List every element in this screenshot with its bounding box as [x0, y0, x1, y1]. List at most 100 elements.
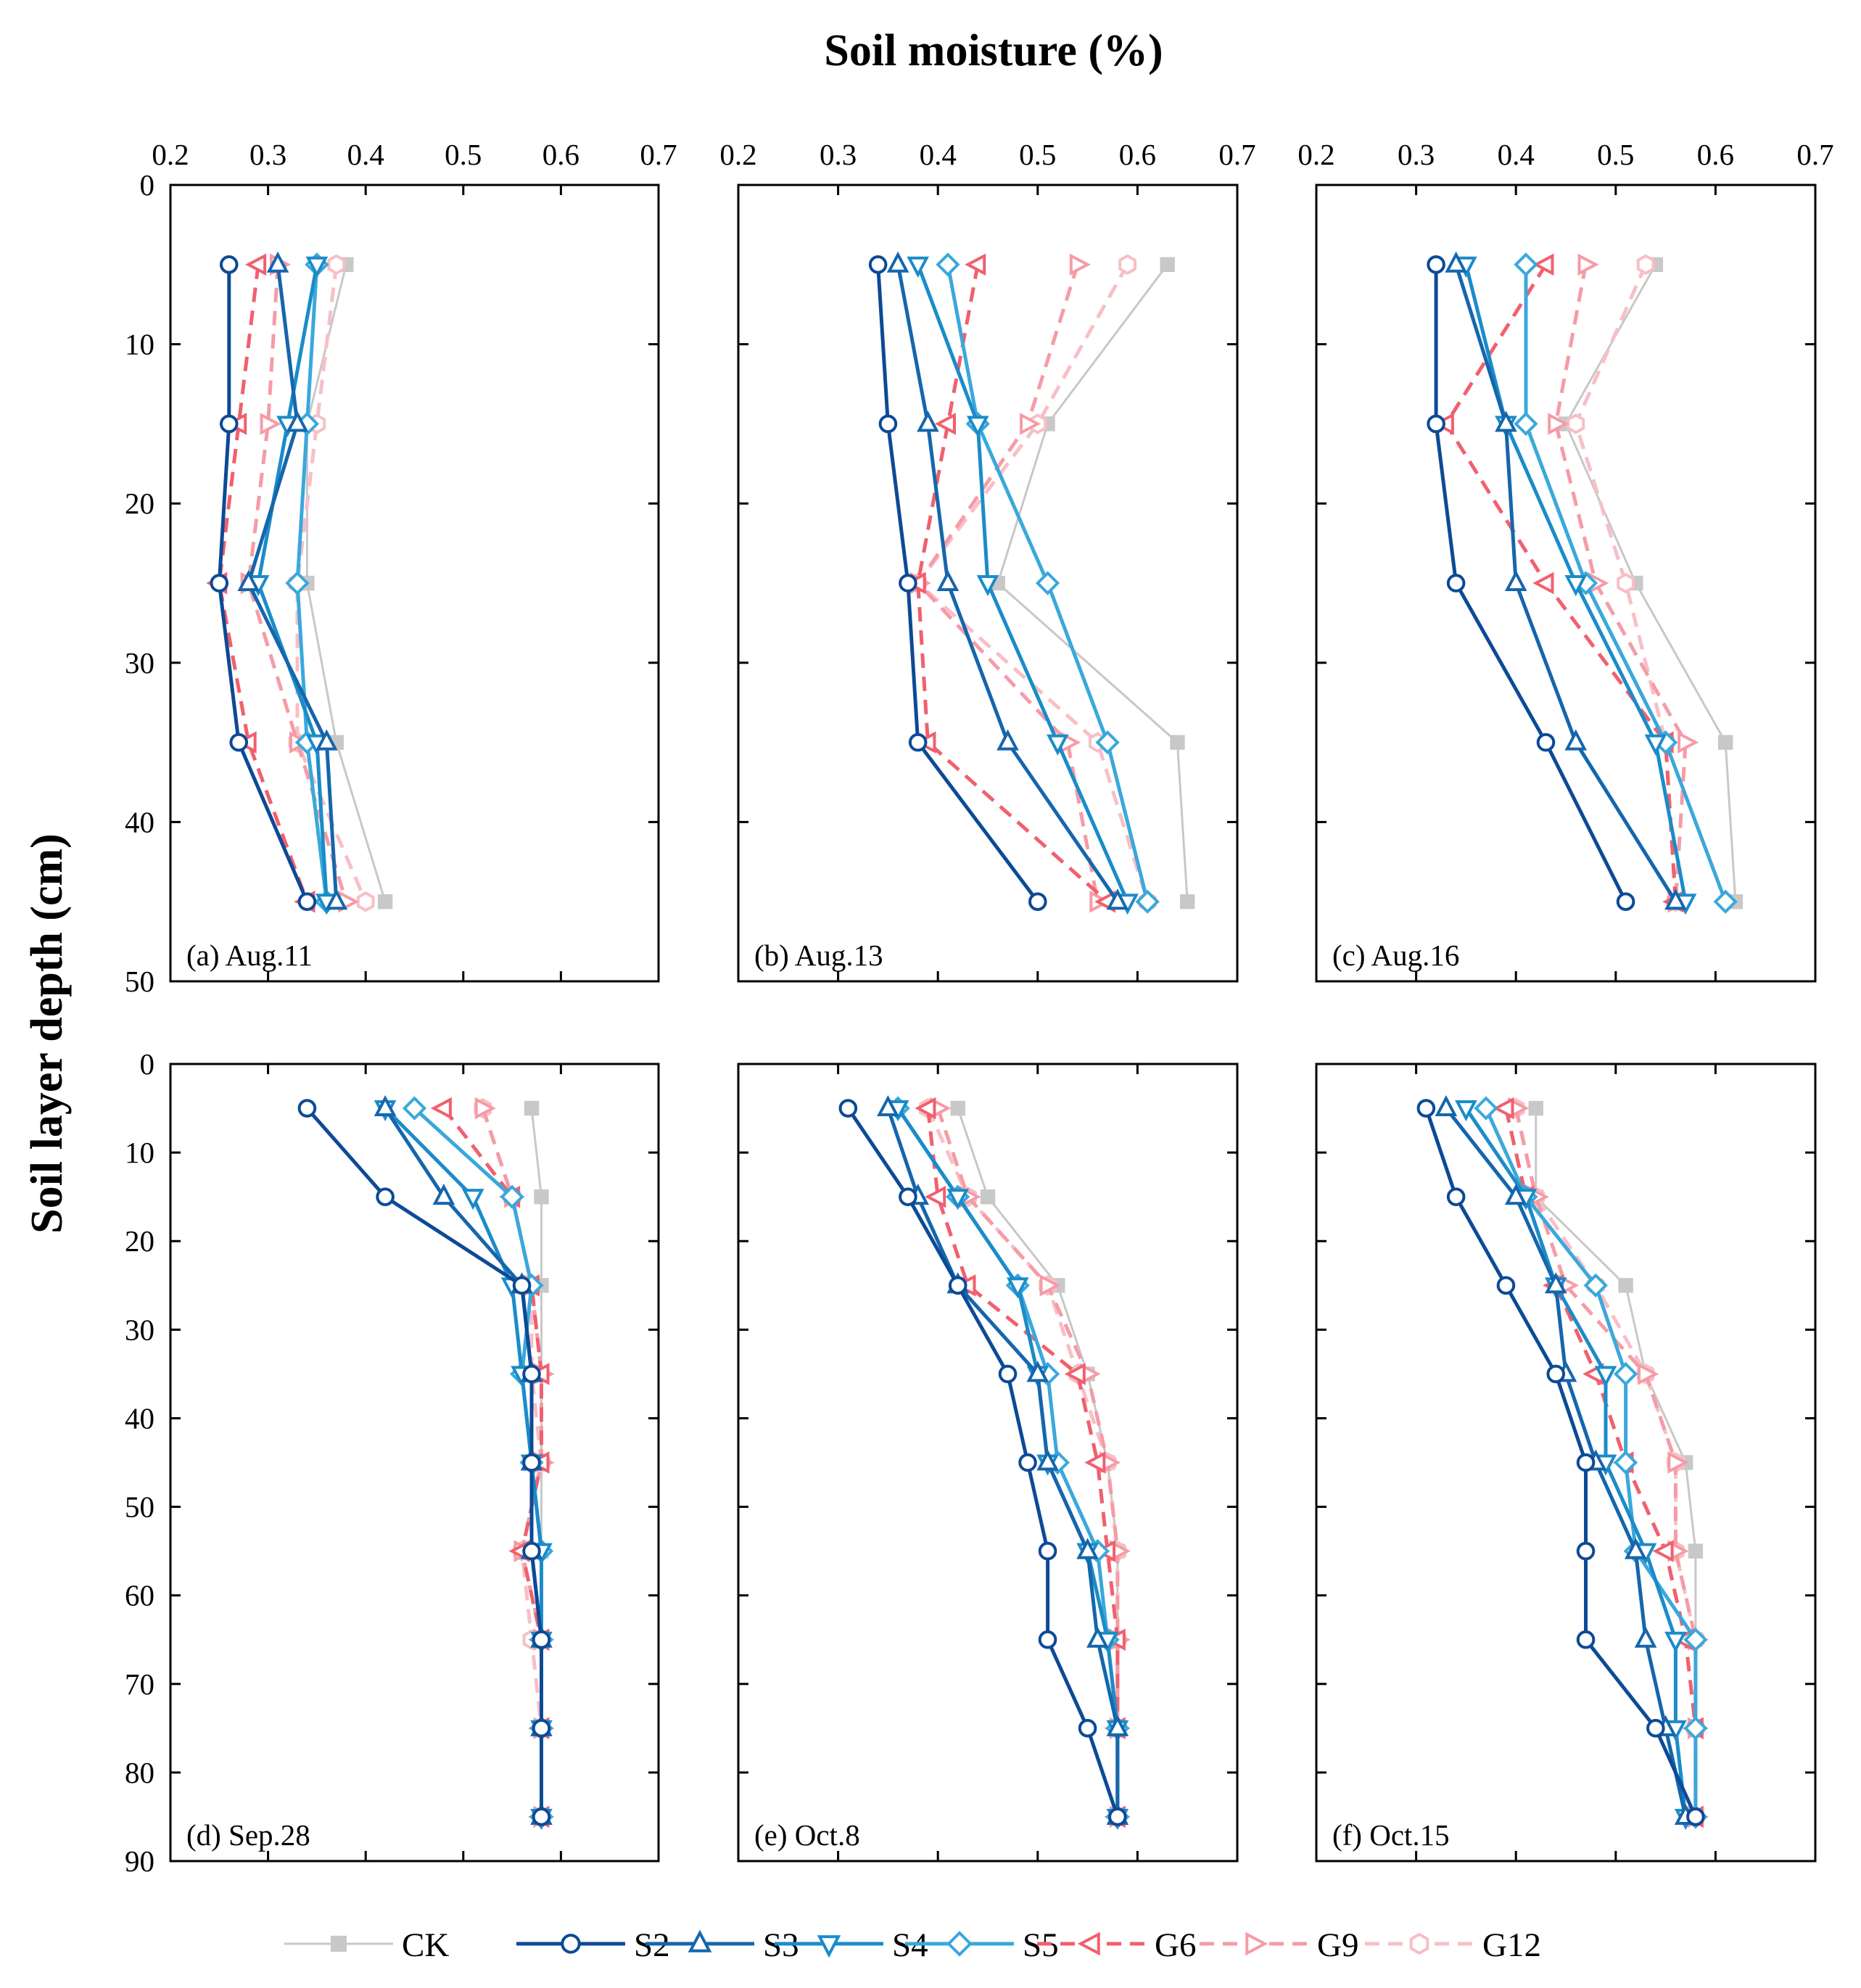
- data-point-s2: [1078, 1719, 1097, 1738]
- series-line-s4: [1464, 1107, 1688, 1818]
- data-point-g12: [356, 891, 375, 912]
- data-point-g9: [1020, 413, 1041, 435]
- data-point-s2: [1038, 1541, 1057, 1561]
- y-tick-label: 10: [125, 1136, 154, 1169]
- data-point-ck: [534, 1189, 549, 1205]
- legend-label: G6: [1155, 1926, 1196, 1964]
- data-point-s3: [325, 888, 348, 910]
- legend-marker: [1245, 1931, 1268, 1956]
- data-point-s2: [522, 1453, 541, 1472]
- data-point-ck: [1170, 735, 1185, 750]
- data-point-g6: [915, 1097, 936, 1120]
- x-tick-label: 0.5: [1597, 138, 1634, 171]
- data-point-s5: [1713, 889, 1738, 914]
- data-point-s2: [297, 1099, 317, 1118]
- data-point-ck: [1717, 735, 1733, 750]
- data-point-s2: [219, 255, 239, 274]
- legend-marker: [561, 1934, 581, 1954]
- data-point-s5: [1683, 1628, 1708, 1652]
- series-line-ck: [996, 263, 1189, 902]
- data-point-ck: [524, 1100, 540, 1116]
- x-tick-label: 0.7: [1218, 138, 1255, 171]
- data-point-s2: [1038, 1630, 1057, 1649]
- data-point-ck: [980, 1189, 996, 1205]
- series-line-s4: [384, 1107, 543, 1817]
- data-point-s2: [1576, 1541, 1596, 1561]
- data-point-g9: [474, 1097, 496, 1120]
- panel-title: (a) Aug.11: [186, 939, 313, 972]
- data-point-g9: [1039, 1274, 1061, 1297]
- panel-title: (b) Aug.13: [754, 939, 883, 972]
- data-point-s5: [1514, 411, 1538, 437]
- data-point-ck: [1180, 894, 1195, 910]
- legend-marker: [1409, 1932, 1429, 1955]
- data-point-s3: [877, 1094, 899, 1117]
- x-tick-label: 0.3: [249, 138, 286, 171]
- data-point-ck: [1160, 257, 1175, 272]
- series-line-ck: [305, 264, 387, 902]
- y-tick-label: 20: [125, 487, 154, 520]
- plot-frame: [1315, 1063, 1817, 1863]
- x-tick-label: 0.3: [820, 138, 857, 171]
- data-point-g9: [1577, 253, 1599, 276]
- y-tick-label: 10: [125, 328, 154, 361]
- data-point-s5: [1683, 1716, 1708, 1741]
- data-point-g6: [430, 1097, 452, 1120]
- y-tick-label: 50: [125, 965, 154, 998]
- panel-5: (e) Oct.8: [737, 1063, 1239, 1863]
- data-point-s3: [266, 251, 289, 273]
- data-point-s5: [936, 252, 960, 277]
- data-point-s5: [1613, 1450, 1638, 1475]
- legend-marker: [1077, 1931, 1100, 1956]
- data-point-g12: [1617, 572, 1635, 594]
- data-point-s2: [1108, 1807, 1127, 1826]
- data-point-s5: [1613, 1361, 1638, 1387]
- plot-frame: [1315, 183, 1817, 983]
- data-point-s4: [1644, 734, 1667, 756]
- data-point-s4: [1594, 1366, 1617, 1387]
- x-tick-label: 0.7: [1796, 138, 1833, 171]
- x-tick-label: 0.2: [1297, 138, 1334, 171]
- x-tick-label: 0.2: [152, 138, 189, 171]
- data-point-s2: [1616, 892, 1635, 911]
- data-point-s4: [1564, 575, 1588, 597]
- data-point-s5: [285, 571, 310, 595]
- plot-frame: [737, 1063, 1239, 1863]
- data-point-g6: [1064, 1363, 1086, 1385]
- plot-frame: [169, 183, 660, 983]
- series-line-s3: [1444, 1107, 1688, 1818]
- plot-frame: [169, 1063, 660, 1863]
- data-point-s4: [1006, 1277, 1029, 1299]
- data-point-s5: [1474, 1096, 1498, 1121]
- data-point-s3: [996, 729, 1019, 751]
- legend-label: CK: [402, 1926, 449, 1964]
- y-tick-label: 20: [125, 1224, 154, 1258]
- data-point-s2: [532, 1807, 551, 1826]
- y-tick-label: 80: [125, 1756, 154, 1789]
- data-point-s3: [1106, 1715, 1129, 1736]
- y-tick-label: 30: [125, 646, 154, 680]
- data-point-s2: [838, 1099, 858, 1118]
- data-point-s2: [229, 733, 249, 752]
- data-point-s4: [1047, 734, 1069, 756]
- data-point-g9: [260, 413, 281, 435]
- data-point-s2: [1546, 1364, 1566, 1384]
- x-tick-label: 0.3: [1398, 138, 1435, 171]
- data-point-s4: [1664, 1631, 1687, 1653]
- panel-4: 0 10 20 30 40 50 60 70 80 90 (d) Sep.28: [125, 1047, 660, 1878]
- y-tick-label: 90: [125, 1844, 154, 1878]
- data-point-s3: [1504, 1184, 1527, 1205]
- y-axis-title: Soil layer depth (cm): [22, 833, 72, 1234]
- panel-1: 0 10 20 30 40 50 0.2 0.3 0.4 0.5 0.6 0.7 (a) Aug.11: [125, 138, 677, 998]
- data-point-s4: [1455, 1100, 1477, 1122]
- panel-3: 0.2 0.3 0.4 0.5 0.6 0.7 (c) Aug.16: [1297, 138, 1834, 983]
- legend-marker: [688, 1929, 712, 1952]
- x-tick-label: 0.4: [347, 138, 384, 171]
- data-point-s3: [1445, 251, 1467, 273]
- x-tick-label: 0.5: [1019, 138, 1056, 171]
- data-point-s4: [966, 416, 989, 437]
- panel-title: (f) Oct.15: [1332, 1818, 1450, 1852]
- legend-label: G9: [1317, 1926, 1358, 1964]
- y-tick-label: 50: [125, 1490, 154, 1524]
